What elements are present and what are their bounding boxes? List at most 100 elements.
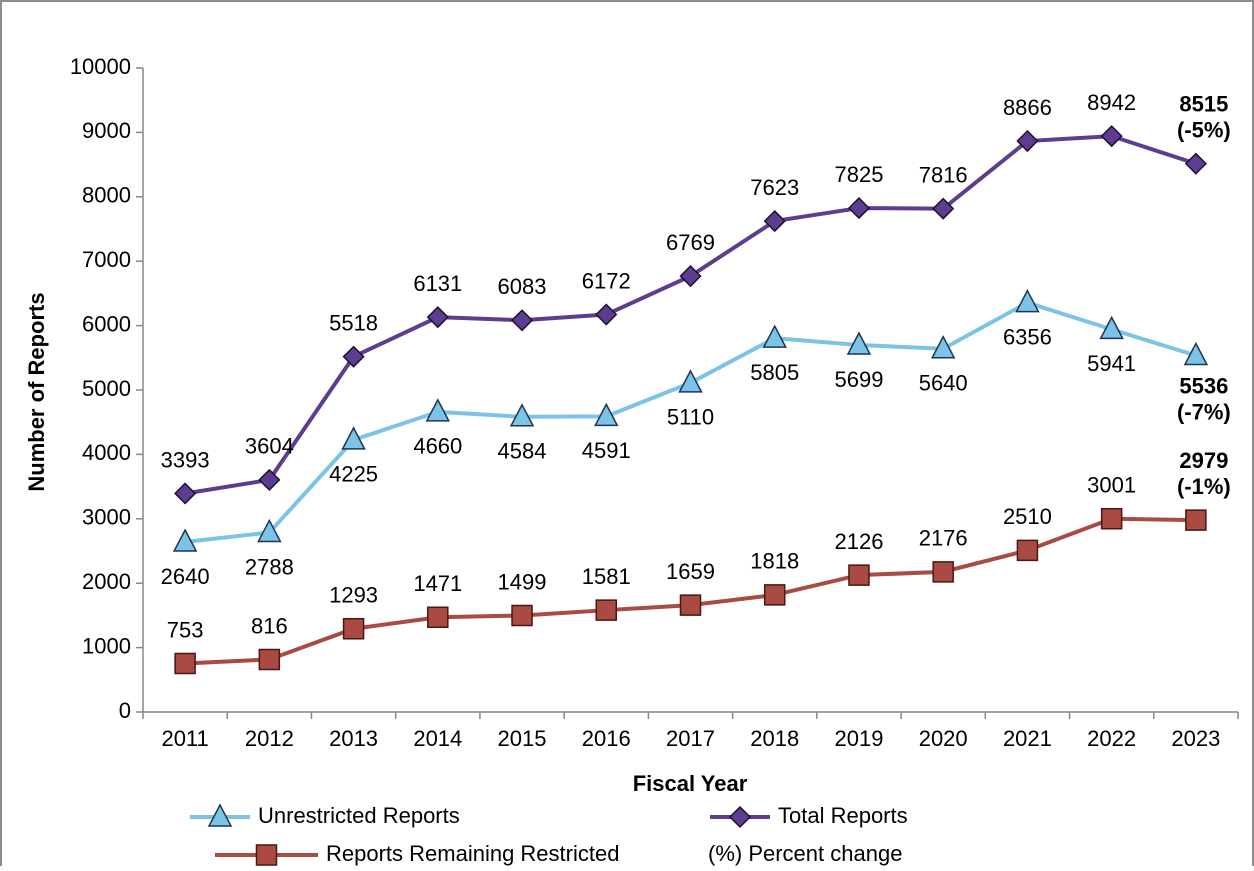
x-tick-label: 2011 — [161, 726, 208, 751]
legend-marker — [207, 803, 233, 827]
x-tick-label: 2022 — [1087, 726, 1136, 751]
data-label: 2126 — [834, 529, 883, 554]
data-point — [763, 584, 786, 606]
data-label: 5110 — [667, 405, 714, 430]
data-label: 5518 — [329, 310, 378, 335]
data-label: 5640 — [919, 371, 968, 396]
data-label: 4584 — [498, 439, 547, 464]
data-point — [342, 617, 365, 640]
data-label: 5805 — [750, 360, 799, 385]
data-label: 7825 — [834, 162, 883, 187]
change-label: (-7%) — [1177, 399, 1231, 424]
y-tick-label: 0 — [119, 698, 131, 723]
data-point — [257, 518, 282, 543]
data-label: 6769 — [666, 230, 715, 255]
legend-label: Reports Remaining Restricted — [326, 841, 619, 866]
y-tick-label: 4000 — [82, 440, 131, 465]
y-tick-label: 8000 — [82, 183, 131, 208]
y-tick-label: 5000 — [82, 376, 131, 401]
x-tick-label: 2021 — [1003, 726, 1052, 751]
x-tick-label: 2014 — [413, 726, 462, 751]
data-label: 7816 — [919, 162, 968, 187]
data-point — [848, 564, 870, 586]
data-label: 3001 — [1087, 473, 1136, 498]
data-label: 2176 — [919, 526, 968, 551]
data-point — [258, 648, 281, 671]
data-label: 3393 — [161, 447, 210, 472]
x-tick-label: 2013 — [329, 726, 378, 751]
change-label: (-1%) — [1177, 474, 1231, 499]
x-axis-title: Fiscal Year — [633, 771, 748, 796]
x-tick-label: 2018 — [750, 726, 799, 751]
data-label: 4225 — [329, 462, 378, 487]
data-point — [427, 606, 449, 629]
data-point — [509, 403, 535, 427]
y-tick-label: 7000 — [82, 247, 131, 272]
data-point — [679, 594, 702, 616]
data-label: 6172 — [582, 268, 631, 293]
data-point — [678, 369, 703, 393]
data-point — [258, 468, 281, 491]
data-label: 8515 — [1179, 91, 1228, 116]
x-tick-label: 2019 — [834, 726, 883, 751]
data-label: 5699 — [834, 367, 883, 392]
data-point — [174, 652, 196, 675]
data-point — [425, 398, 451, 422]
data-label: 2979 — [1179, 448, 1228, 473]
data-label: 6356 — [1003, 324, 1052, 349]
legend-note: (%) Percent change — [708, 841, 902, 866]
data-label: 8866 — [1003, 95, 1052, 120]
data-point — [342, 345, 365, 368]
data-label: 753 — [167, 617, 204, 642]
data-label: 1499 — [498, 569, 547, 594]
data-point — [1100, 125, 1123, 148]
data-point — [595, 303, 618, 326]
data-point — [1183, 341, 1209, 366]
data-point — [846, 331, 872, 355]
y-axis-title: Number of Reports — [24, 292, 49, 491]
data-point — [932, 561, 954, 583]
data-point — [172, 528, 198, 552]
data-label: 816 — [251, 613, 288, 638]
data-point — [595, 599, 618, 621]
x-tick-label: 2016 — [582, 726, 631, 751]
data-label: 1818 — [750, 549, 799, 574]
y-tick-label: 1000 — [82, 633, 131, 658]
data-point — [1015, 289, 1040, 313]
data-label: 6083 — [498, 274, 547, 299]
data-label: 1293 — [329, 583, 378, 608]
data-point — [679, 265, 702, 288]
data-point — [1185, 509, 1207, 531]
data-point — [1184, 152, 1207, 175]
data-point — [1016, 129, 1039, 153]
legend-label: Unrestricted Reports — [258, 803, 460, 828]
data-point — [510, 309, 534, 332]
data-label: 2510 — [1003, 504, 1052, 529]
data-point — [594, 402, 619, 427]
data-label: 2788 — [245, 554, 294, 579]
data-point — [426, 306, 449, 329]
x-tick-label: 2012 — [245, 726, 294, 751]
data-point — [511, 604, 533, 627]
data-label: 4660 — [413, 434, 462, 459]
data-point — [1100, 507, 1123, 530]
y-tick-label: 10000 — [70, 54, 131, 79]
data-label: 5941 — [1087, 351, 1136, 376]
data-point — [847, 197, 871, 220]
data-label: 7623 — [750, 175, 799, 200]
data-label: 3604 — [245, 434, 294, 459]
y-tick-label: 6000 — [82, 311, 131, 336]
data-label: 1659 — [666, 559, 715, 584]
data-label: 1581 — [582, 564, 631, 589]
data-point — [762, 324, 787, 348]
legend-marker — [255, 844, 278, 866]
y-tick-label: 3000 — [82, 505, 131, 530]
legend-label: Total Reports — [778, 803, 908, 828]
y-tick-label: 2000 — [82, 569, 131, 594]
data-point — [763, 210, 786, 233]
data-point — [1016, 539, 1039, 562]
data-label: 2640 — [161, 564, 210, 589]
legend-marker — [728, 805, 752, 829]
data-point — [1099, 315, 1124, 340]
